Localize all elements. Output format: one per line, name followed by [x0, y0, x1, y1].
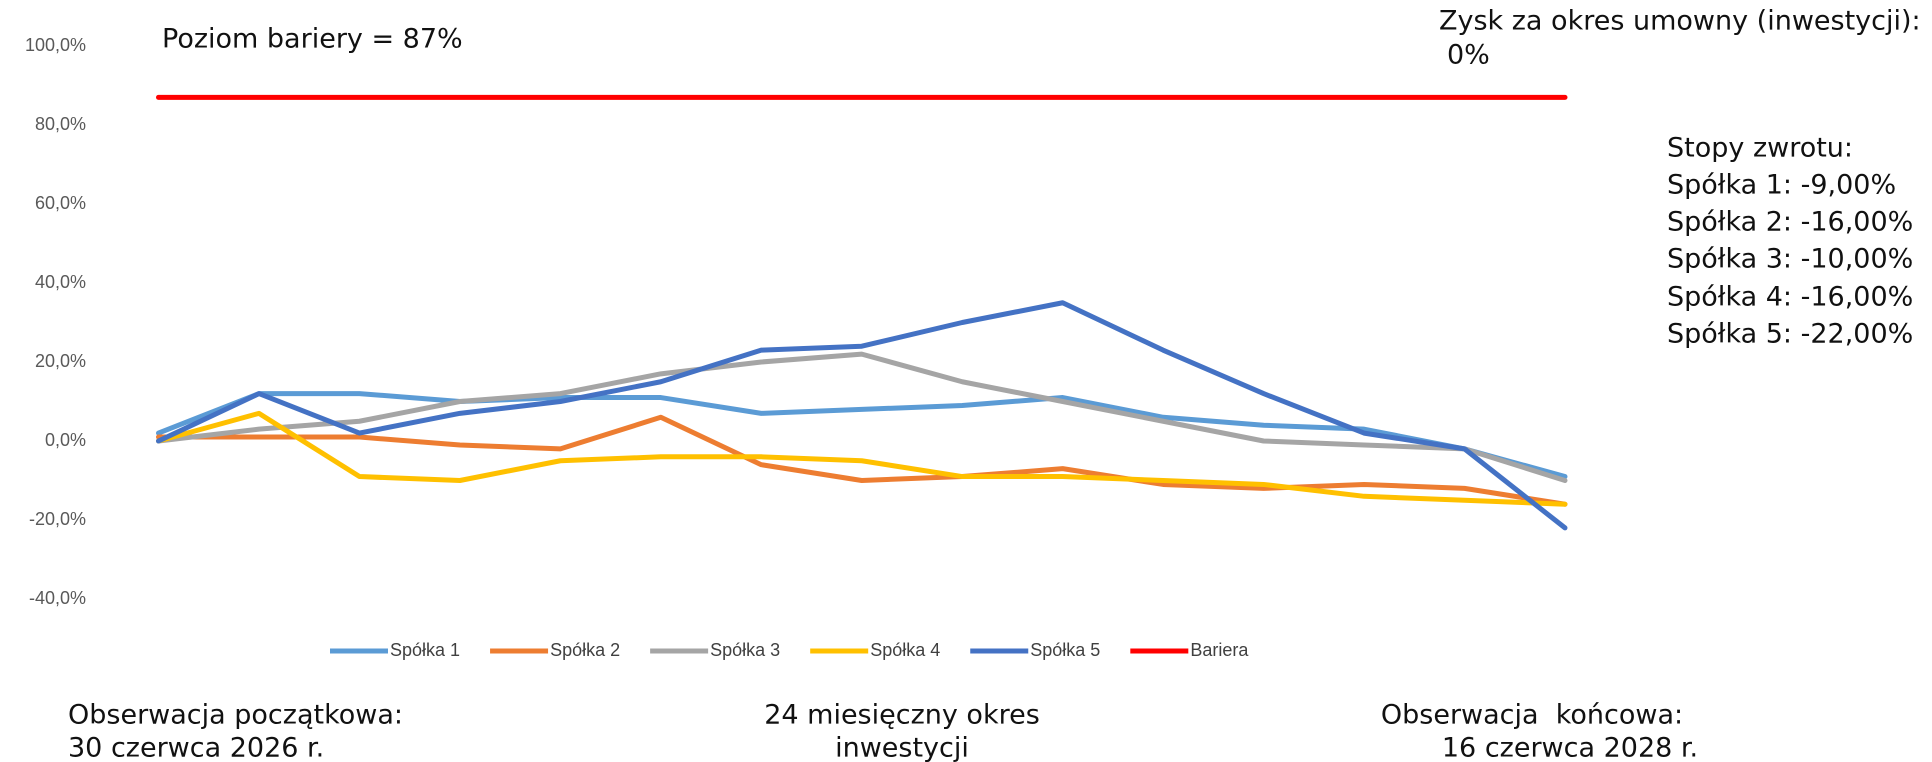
returns-note: Spółka 1: -9,00% — [1667, 170, 1896, 201]
y-tick-label: 60,0% — [35, 193, 86, 213]
returns-note: Spółka 4: -16,00% — [1667, 282, 1913, 313]
start-note: 30 czerwca 2026 r. — [68, 733, 324, 762]
y-tick-label: 0,0% — [45, 430, 86, 450]
y-tick-label: 80,0% — [35, 114, 86, 134]
period-note: inwestycji — [835, 733, 969, 762]
barrier-note: Poziom bariery = 87% — [162, 24, 463, 55]
series-line — [156, 410, 1568, 507]
y-tick-label: 40,0% — [35, 272, 86, 292]
legend-label: Spółka 2 — [550, 640, 620, 660]
returns-note: Spółka 5: -22,00% — [1667, 319, 1913, 350]
legend-label: Spółka 1 — [390, 640, 460, 660]
returns-note: Spółka 3: -10,00% — [1667, 244, 1913, 275]
period-note: 24 miesięczny okres — [764, 700, 1040, 731]
y-tick-label: 100,0% — [25, 35, 86, 55]
legend-label: Bariera — [1190, 640, 1249, 660]
y-tick-label: -20,0% — [29, 509, 86, 529]
legend-label: Spółka 4 — [870, 640, 940, 660]
legend-label: Spółka 5 — [1030, 640, 1100, 660]
series-line — [156, 391, 1568, 480]
end-note: Obserwacja końcowa: — [1381, 700, 1683, 731]
returns-note: Spółka 2: -16,00% — [1667, 207, 1913, 238]
y-tick-label: -40,0% — [29, 588, 86, 608]
series-line — [156, 414, 1568, 507]
profit-note: Zysk za okres umowny (inwestycji): — [1439, 6, 1921, 37]
returns-note: Stopy zwrotu: — [1667, 133, 1853, 164]
y-tick-label: 20,0% — [35, 351, 86, 371]
end-note: 16 czerwca 2028 r. — [1442, 733, 1698, 762]
start-note: Obserwacja początkowa: — [68, 700, 403, 731]
series-line — [156, 351, 1568, 483]
series-line — [156, 300, 1568, 531]
profit-note: 0% — [1447, 40, 1490, 71]
legend-label: Spółka 3 — [710, 640, 780, 660]
